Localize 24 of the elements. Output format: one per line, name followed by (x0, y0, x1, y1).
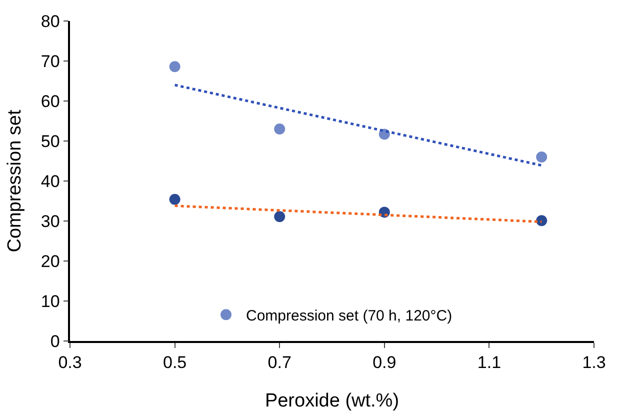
y-axis-title: Compression set (4, 109, 26, 252)
y-tick-label: 70 (40, 52, 60, 71)
legend-label: Compression set (70 h, 120°C) (246, 308, 452, 324)
x-axis-title: Peroxide (wt.%) (264, 390, 400, 412)
x-tick-label: 0.5 (162, 353, 187, 372)
x-tick-label: 1.3 (582, 353, 606, 372)
y-tick-label: 10 (40, 292, 60, 311)
point (169, 61, 180, 72)
point (536, 215, 548, 226)
y-tick-label: 80 (40, 12, 60, 31)
y-tick-label: 50 (40, 132, 60, 151)
point (274, 124, 286, 134)
point (274, 211, 286, 222)
x-tick-label: 0.7 (268, 353, 292, 372)
x-tick-label: 0.9 (372, 353, 396, 372)
point (536, 152, 548, 162)
y-tick-label: 0 (50, 332, 60, 351)
y-tick-label: 40 (40, 172, 60, 191)
y-tick-label: 60 (40, 92, 60, 111)
x-tick-label: 0.3 (58, 353, 82, 372)
y-tick-label: 30 (40, 212, 60, 231)
y-tick-label: 20 (40, 252, 60, 271)
x-tick-label: 1.1 (477, 353, 502, 372)
point (169, 194, 180, 205)
